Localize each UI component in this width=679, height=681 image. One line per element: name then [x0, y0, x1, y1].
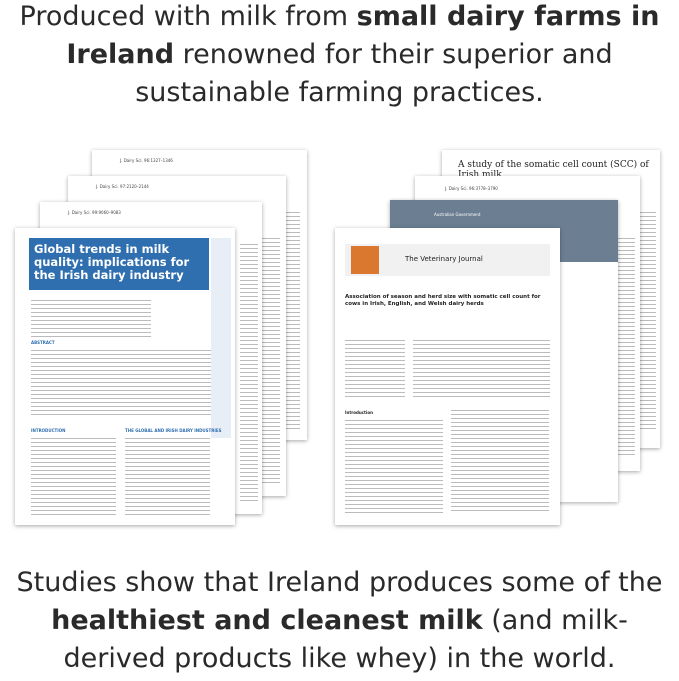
- journal-name: The Veterinary Journal: [405, 255, 483, 263]
- section-heading: INTRODUCTION: [31, 428, 66, 433]
- publisher-logo: [351, 246, 379, 274]
- header-bold: small dairy farms in Ireland: [66, 1, 660, 70]
- main-paper: Global trends in milk quality: implicati…: [15, 228, 235, 525]
- text-lines: [413, 338, 550, 398]
- header-text: Produced with milk from: [19, 1, 357, 32]
- citation: J. Dairy Sci. 97:2120–2144: [96, 184, 149, 189]
- gov-label: Australian Government: [434, 212, 481, 217]
- footer-text: Studies show that Ireland produces some …: [16, 567, 663, 598]
- side-strip: [211, 238, 231, 438]
- front-paper: The Veterinary Journal Association of se…: [335, 228, 560, 525]
- text-lines: [31, 436, 116, 516]
- citation: J. Dairy Sci. 99:9060–9083: [68, 210, 121, 215]
- journal-header: The Veterinary Journal: [345, 244, 550, 276]
- footer: Studies show that Ireland produces some …: [0, 564, 679, 678]
- footer-text: (and milk-derived products like whey) in…: [63, 605, 628, 674]
- text-lines: [451, 408, 549, 513]
- citation: J. Dairy Sci. 96:3778–3790: [445, 186, 498, 191]
- text-lines: [125, 436, 210, 516]
- footer-bold: healthiest and cleanest milk: [51, 605, 483, 636]
- text-lines: [345, 418, 443, 513]
- article-title: Association of season and herd size with…: [345, 294, 541, 307]
- paper-title: A study of the somatic cell count (SCC) …: [458, 160, 649, 180]
- section-heading: ABSTRACT: [31, 340, 55, 345]
- title-banner: Global trends in milk quality: implicati…: [29, 238, 209, 290]
- text-lines: [31, 298, 151, 338]
- citation: J. Dairy Sci. 96:1327–1346: [120, 158, 173, 163]
- text-lines: [31, 348, 211, 418]
- text-lines: [240, 242, 258, 502]
- header: Produced with milk from small dairy farm…: [0, 0, 679, 112]
- header-text: renowned for their superior and sustaina…: [135, 39, 613, 108]
- section-heading: THE GLOBAL AND IRISH DAIRY INDUSTRIES: [125, 428, 222, 433]
- text-lines: [345, 338, 405, 398]
- section-heading: Introduction: [345, 410, 373, 415]
